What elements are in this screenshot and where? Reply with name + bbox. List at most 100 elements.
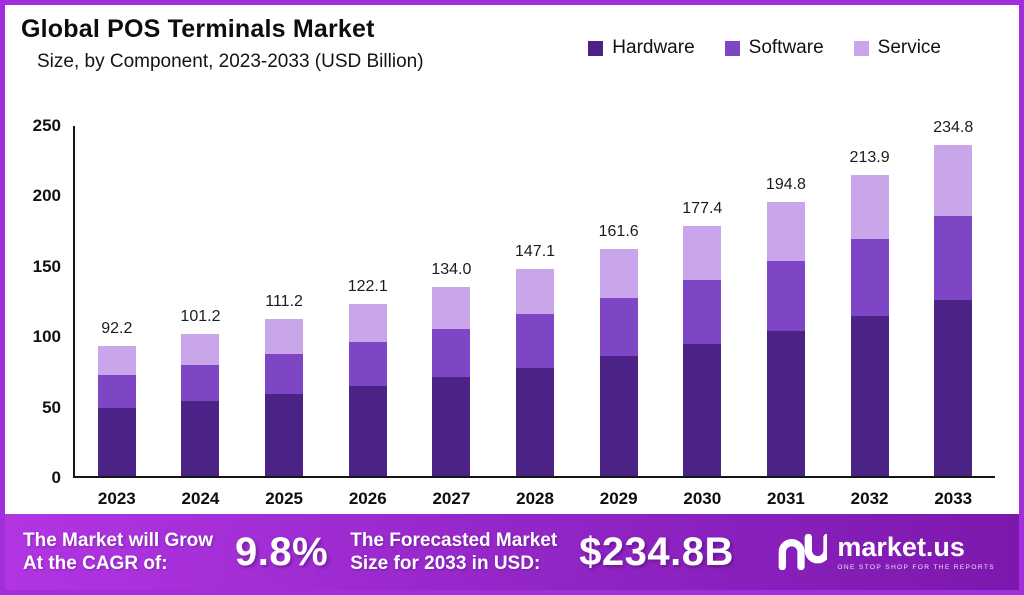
y-tick-100: 100 — [32, 327, 61, 347]
bar-segment-service-2033 — [934, 145, 973, 217]
plot-wrap: 92.2 101.2 111.2 122.1 134.0 147.1 161.6 177.4 1… — [73, 119, 995, 514]
total-label-2027: 134.0 — [431, 261, 472, 279]
total-label-2029: 161.6 — [598, 222, 639, 240]
bar-segment-hardware-2032 — [850, 316, 889, 476]
bar-segment-software-2029 — [599, 297, 638, 357]
bar-stack-2025: 111.2 — [265, 293, 304, 476]
title-block: Global POS Terminals Market Size, by Com… — [21, 15, 424, 73]
legend-item-hardware: Hardware — [588, 37, 695, 59]
bar-segment-software-2033 — [934, 216, 973, 300]
x-axis-labels: 2023 2024 2025 2026 2027 2028 2029 2030 2031 2032… — [73, 478, 995, 514]
cagr-value: 9.8% — [235, 529, 329, 574]
bar-group-2031: 194.8 — [744, 126, 828, 476]
forecast-label-line1: The Forecasted Market — [350, 529, 558, 551]
plot-area: 92.2 101.2 111.2 122.1 134.0 147.1 161.6 177.4 1… — [73, 119, 995, 478]
bar-segment-service-2024 — [181, 333, 220, 365]
legend-item-service: Service — [853, 37, 941, 59]
cagr-label-line2: At the CAGR of: — [23, 553, 168, 574]
x-label-2024: 2024 — [181, 489, 220, 508]
bar-stack-2027: 134.0 — [431, 261, 471, 476]
x-label-2033: 2033 — [934, 489, 973, 508]
bar-segment-hardware-2030 — [683, 344, 722, 476]
cagr-label: The Market will Grow At the CAGR of: — [23, 529, 213, 575]
bar-segment-software-2026 — [348, 341, 387, 386]
total-label-2031: 194.8 — [765, 175, 806, 193]
bar-group-2028: 147.1 — [493, 126, 577, 476]
bar-segment-software-2023 — [97, 374, 136, 409]
y-tick-0: 0 — [51, 468, 61, 487]
chart-subtitle: Size, by Component, 2023-2033 (USD Billi… — [37, 51, 424, 72]
legend-label-software: Software — [748, 37, 824, 58]
total-label-2026: 122.1 — [347, 278, 388, 296]
bar-stack-2032: 213.9 — [850, 149, 890, 476]
bar-stack-2029: 161.6 — [599, 223, 639, 476]
bar-segment-service-2028 — [516, 268, 555, 315]
bar-segment-hardware-2023 — [97, 408, 136, 476]
bar-segment-software-2031 — [766, 261, 805, 331]
bar-segment-service-2026 — [348, 304, 387, 342]
bar-segment-service-2032 — [850, 174, 889, 240]
total-label-2024: 101.2 — [180, 307, 221, 325]
total-label-2033: 234.8 — [933, 119, 974, 137]
bar-stack-2030: 177.4 — [682, 200, 722, 476]
bar-group-2033: 234.8 — [911, 119, 995, 476]
x-label-2032: 2032 — [850, 489, 889, 508]
bar-segment-software-2027 — [432, 328, 471, 378]
logo-text-block: market.us ONE STOP SHOP FOR THE REPORTS — [837, 533, 995, 571]
bar-segment-software-2032 — [850, 239, 889, 317]
bar-segment-software-2025 — [265, 353, 304, 395]
x-label-2028: 2028 — [516, 489, 554, 508]
bar-segment-service-2029 — [599, 248, 638, 298]
bar-segment-hardware-2031 — [766, 330, 805, 476]
cagr-label-line1: The Market will Grow — [23, 529, 214, 551]
bar-group-2030: 177.4 — [660, 126, 744, 476]
x-label-2027: 2027 — [432, 489, 471, 508]
bar-group-2026: 122.1 — [326, 126, 410, 476]
y-tick-50: 50 — [42, 397, 61, 417]
bar-stack-2026: 122.1 — [348, 278, 388, 476]
y-tick-150: 150 — [32, 256, 61, 276]
forecast-label-line2: Size for 2033 in USD: — [350, 553, 541, 574]
bar-segment-hardware-2024 — [181, 401, 220, 476]
legend-swatch-software — [724, 40, 740, 56]
bar-segment-hardware-2025 — [265, 394, 304, 476]
marketus-logo-icon — [779, 534, 828, 570]
total-label-2030: 177.4 — [682, 200, 723, 218]
legend-swatch-hardware — [588, 40, 604, 56]
bar-segment-hardware-2026 — [348, 385, 387, 476]
chart-legend: Hardware Software Service — [588, 37, 941, 59]
forecast-value: $234.8B — [579, 529, 734, 574]
bar-stack-2024: 101.2 — [180, 308, 220, 476]
forecast-label: The Forecasted Market Size for 2033 in U… — [350, 529, 557, 575]
bar-segment-hardware-2033 — [934, 300, 973, 476]
bar-segment-service-2023 — [97, 346, 136, 375]
x-label-2025: 2025 — [265, 489, 304, 508]
bar-segment-service-2030 — [683, 226, 722, 281]
bar-segment-software-2024 — [181, 364, 220, 402]
chart-header: Global POS Terminals Market Size, by Com… — [5, 5, 1019, 93]
bar-group-2024: 101.2 — [159, 126, 243, 476]
total-label-2023: 92.2 — [101, 320, 133, 338]
bar-stack-2023: 92.2 — [97, 320, 136, 476]
footer-banner: The Market will Grow At the CAGR of: 9.8… — [5, 514, 1019, 590]
y-tick-200: 200 — [32, 186, 61, 206]
legend-item-software: Software — [724, 37, 824, 59]
x-label-2030: 2030 — [683, 489, 722, 508]
bar-segment-service-2031 — [766, 201, 805, 262]
marketus-logo: market.us ONE STOP SHOP FOR THE REPORTS — [775, 533, 1001, 571]
bar-segment-hardware-2029 — [599, 356, 638, 476]
x-label-2026: 2026 — [348, 489, 387, 508]
total-label-2032: 213.9 — [849, 148, 890, 166]
total-label-2025: 111.2 — [265, 293, 303, 311]
bar-group-2032: 213.9 — [828, 126, 912, 476]
bar-segment-software-2028 — [516, 314, 555, 368]
bar-group-2027: 134.0 — [410, 126, 494, 476]
y-tick-250: 250 — [32, 116, 61, 135]
legend-label-hardware: Hardware — [612, 37, 695, 58]
bar-stack-2033: 234.8 — [933, 119, 973, 476]
bar-segment-hardware-2027 — [432, 377, 471, 476]
bar-segment-service-2025 — [265, 319, 304, 354]
x-label-2023: 2023 — [97, 489, 136, 508]
bar-segment-software-2030 — [683, 280, 722, 345]
page-title: Global POS Terminals Market — [21, 15, 375, 43]
